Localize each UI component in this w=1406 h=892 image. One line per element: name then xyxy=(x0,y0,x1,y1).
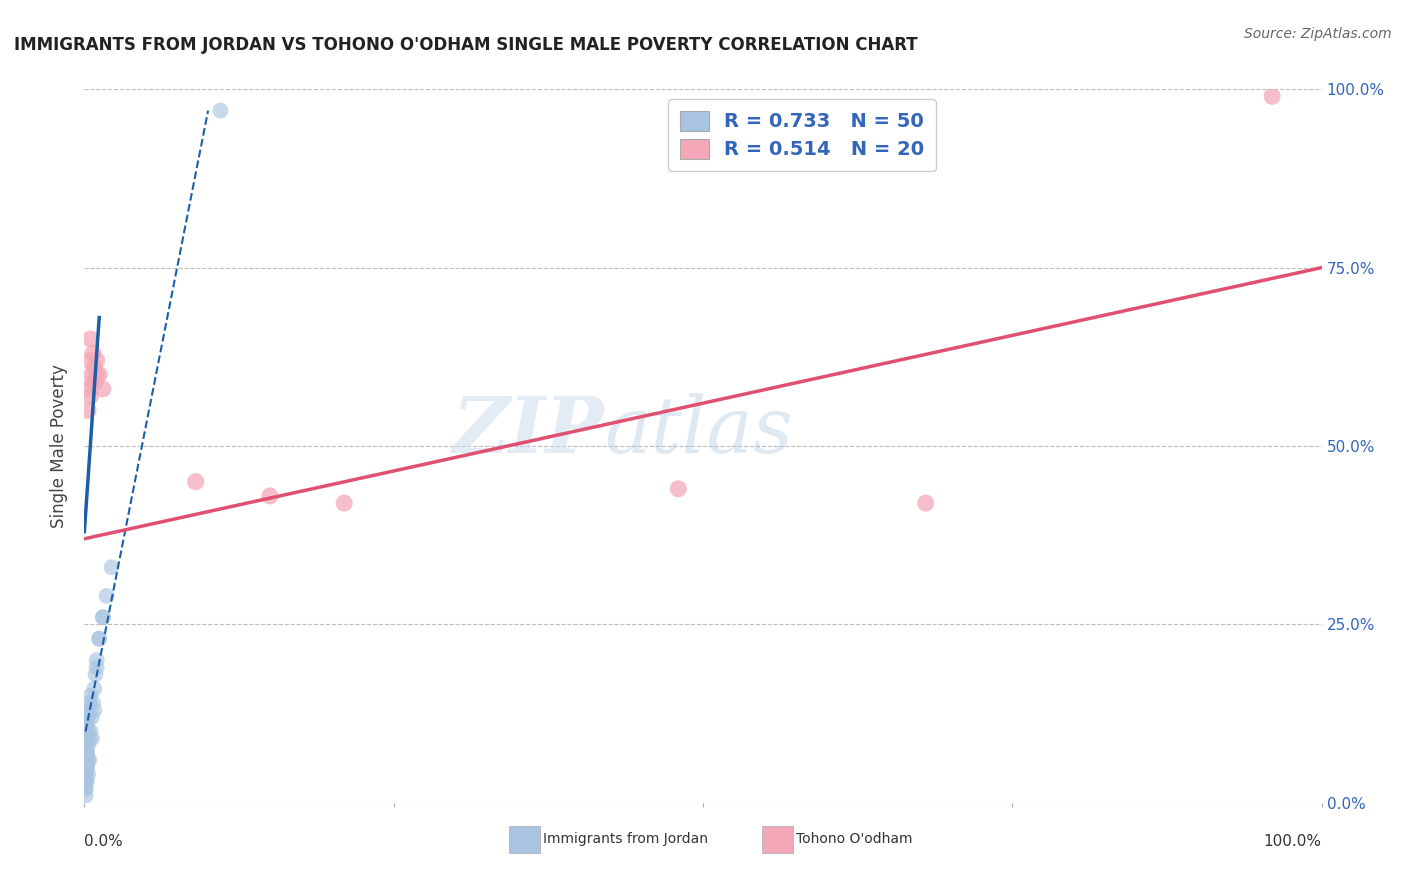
Point xyxy=(75,760,97,774)
Point xyxy=(75,781,97,796)
Text: ZIP: ZIP xyxy=(453,393,605,470)
Point xyxy=(84,667,107,681)
Point xyxy=(75,789,97,803)
Point xyxy=(79,332,101,346)
Point xyxy=(89,632,111,646)
Point xyxy=(77,382,100,396)
Point xyxy=(76,760,98,774)
Point xyxy=(79,689,101,703)
Point xyxy=(333,496,356,510)
Point xyxy=(100,560,122,574)
Point xyxy=(79,731,101,746)
Point xyxy=(76,717,98,731)
Point xyxy=(82,346,104,360)
Point xyxy=(86,653,108,667)
Point xyxy=(80,710,103,724)
Point xyxy=(76,731,98,746)
Point xyxy=(79,696,101,710)
Point xyxy=(75,760,97,774)
Point xyxy=(259,489,281,503)
Point xyxy=(209,103,232,118)
Point xyxy=(75,710,97,724)
Point xyxy=(914,496,936,510)
Text: IMMIGRANTS FROM JORDAN VS TOHONO O'ODHAM SINGLE MALE POVERTY CORRELATION CHART: IMMIGRANTS FROM JORDAN VS TOHONO O'ODHAM… xyxy=(14,36,918,54)
Point xyxy=(79,724,101,739)
Point xyxy=(80,368,103,382)
Point xyxy=(75,746,97,760)
Point xyxy=(89,368,111,382)
Point xyxy=(91,610,114,624)
Point xyxy=(96,589,118,603)
Text: 100.0%: 100.0% xyxy=(1264,834,1322,849)
Point xyxy=(79,353,101,368)
Point xyxy=(83,681,105,696)
Point xyxy=(77,767,100,781)
Y-axis label: Single Male Poverty: Single Male Poverty xyxy=(51,364,69,528)
Point xyxy=(77,753,100,767)
Point xyxy=(75,774,97,789)
Point xyxy=(76,703,98,717)
Point xyxy=(89,632,111,646)
Point xyxy=(86,368,108,382)
Point xyxy=(77,724,100,739)
Point xyxy=(77,739,100,753)
Point xyxy=(83,360,105,375)
Point xyxy=(86,660,108,674)
Point xyxy=(91,382,114,396)
Point xyxy=(1261,89,1284,103)
Text: atlas: atlas xyxy=(605,393,793,470)
Point xyxy=(75,767,97,781)
Point xyxy=(77,710,100,724)
Point xyxy=(83,703,105,717)
Point xyxy=(79,389,101,403)
Point xyxy=(79,753,101,767)
Point xyxy=(75,767,97,781)
Point xyxy=(77,403,100,417)
Point xyxy=(184,475,207,489)
Point xyxy=(76,774,98,789)
Point xyxy=(82,375,104,389)
Point xyxy=(75,724,97,739)
Point xyxy=(91,610,114,624)
Point xyxy=(86,353,108,368)
Point xyxy=(76,746,98,760)
Point xyxy=(76,760,98,774)
Legend: R = 0.733   N = 50, R = 0.514   N = 20: R = 0.733 N = 50, R = 0.514 N = 20 xyxy=(668,99,936,171)
Text: 0.0%: 0.0% xyxy=(84,834,124,849)
Text: Immigrants from Jordan: Immigrants from Jordan xyxy=(543,832,707,847)
Point xyxy=(75,753,97,767)
Point xyxy=(80,731,103,746)
Point xyxy=(75,717,97,731)
Point xyxy=(75,781,97,796)
Text: Tohono O'odham: Tohono O'odham xyxy=(796,832,912,847)
Point xyxy=(75,774,97,789)
Point xyxy=(82,696,104,710)
Point xyxy=(84,375,107,389)
Point xyxy=(75,731,97,746)
Point xyxy=(75,753,97,767)
Point xyxy=(76,746,98,760)
Text: Source: ZipAtlas.com: Source: ZipAtlas.com xyxy=(1244,27,1392,41)
Point xyxy=(666,482,689,496)
Point xyxy=(75,739,97,753)
